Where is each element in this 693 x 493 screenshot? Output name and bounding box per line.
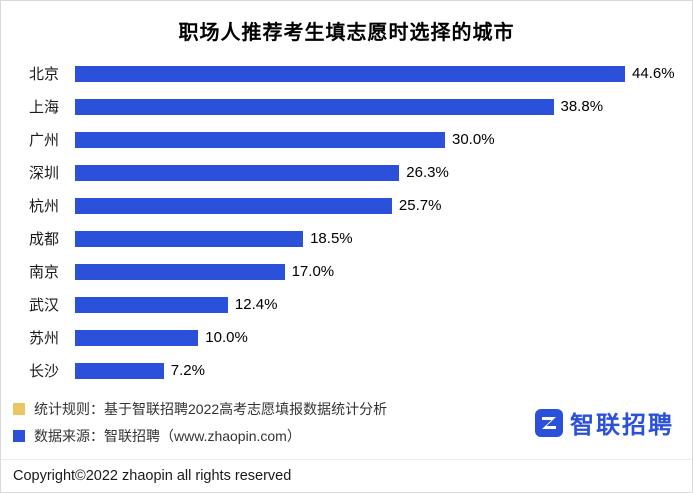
category-label: 北京: [29, 66, 60, 83]
category-label: 长沙: [29, 363, 60, 380]
yellow-square-icon: [13, 402, 25, 415]
bar-row: 杭州 25.7%: [29, 189, 692, 222]
bar: [75, 230, 304, 247]
bar: [75, 329, 199, 346]
footnotes: 统计规则：基于智联招聘2022高考志愿填报数据统计分析 数据来源：智联招聘（ww…: [13, 395, 692, 449]
note-text: 统计规则：基于智联招聘2022高考志愿填报数据统计分析: [34, 400, 388, 417]
bar: [75, 296, 228, 313]
category-label: 苏州: [29, 330, 60, 347]
category-label: 杭州: [29, 198, 60, 215]
note-statistics-rule: 统计规则：基于智联招聘2022高考志愿填报数据统计分析: [13, 395, 692, 422]
category-label: 广州: [29, 132, 60, 149]
category-label: 成都: [29, 231, 60, 248]
bar: [75, 65, 625, 82]
zhaopin-logo: 智联招聘: [534, 405, 674, 440]
blue-square-icon: [13, 429, 25, 442]
value-label: 26.3%: [406, 164, 449, 181]
bar: [75, 164, 400, 181]
bar-row: 南京 17.0%: [29, 255, 692, 288]
value-label: 25.7%: [398, 197, 442, 214]
zhaopin-logo-icon: [535, 408, 563, 437]
bar: [75, 362, 164, 379]
bar-row: 广州 30.0%: [29, 123, 692, 156]
note-text: 数据来源：智联招聘（www.zhaopin.com）: [34, 427, 301, 444]
bar-chart: 北京 44.6% 上海 38.8% 广州 30.0% 深圳 26.3% 杭州 25.7% 成都 18.…: [29, 57, 692, 387]
category-label: 上海: [29, 99, 60, 116]
value-label: 38.8%: [560, 98, 604, 115]
bar: [75, 131, 445, 148]
copyright-text: Copyright©2022 zhaopin all rights reserv…: [13, 468, 292, 484]
bar-row: 北京 44.6%: [29, 57, 692, 90]
bar-row: 上海 38.8%: [29, 90, 692, 123]
bar-row: 成都 18.5%: [29, 222, 692, 255]
value-label: 10.0%: [205, 329, 248, 346]
bar: [75, 263, 285, 280]
value-label: 18.5%: [310, 230, 353, 247]
note-data-source: 数据来源：智联招聘（www.zhaopin.com）: [13, 422, 692, 449]
category-label: 南京: [29, 264, 60, 281]
category-label: 深圳: [29, 165, 60, 182]
value-label: 17.0%: [291, 263, 335, 280]
bar-rows: 北京 44.6% 上海 38.8% 广州 30.0% 深圳 26.3% 杭州 25.7% 成都 18.…: [29, 57, 692, 387]
value-label: 44.6%: [632, 65, 675, 82]
value-label: 12.4%: [234, 296, 278, 313]
bar-row: 长沙 7.2%: [29, 354, 692, 387]
value-label: 7.2%: [170, 362, 205, 379]
page-title: 职场人推荐考生填志愿时选择的城市: [178, 22, 515, 44]
bar-row: 武汉 12.4%: [29, 288, 692, 321]
value-label: 30.0%: [452, 131, 495, 148]
bar-row: 深圳 26.3%: [29, 156, 692, 189]
bar: [75, 98, 554, 115]
bar-row: 苏州 10.0%: [29, 321, 692, 354]
copyright-bar: Copyright©2022 zhaopin all rights reserv…: [1, 459, 692, 492]
bar: [75, 197, 392, 214]
category-label: 武汉: [29, 297, 60, 314]
zhaopin-logo-text: 智联招聘: [570, 412, 674, 439]
